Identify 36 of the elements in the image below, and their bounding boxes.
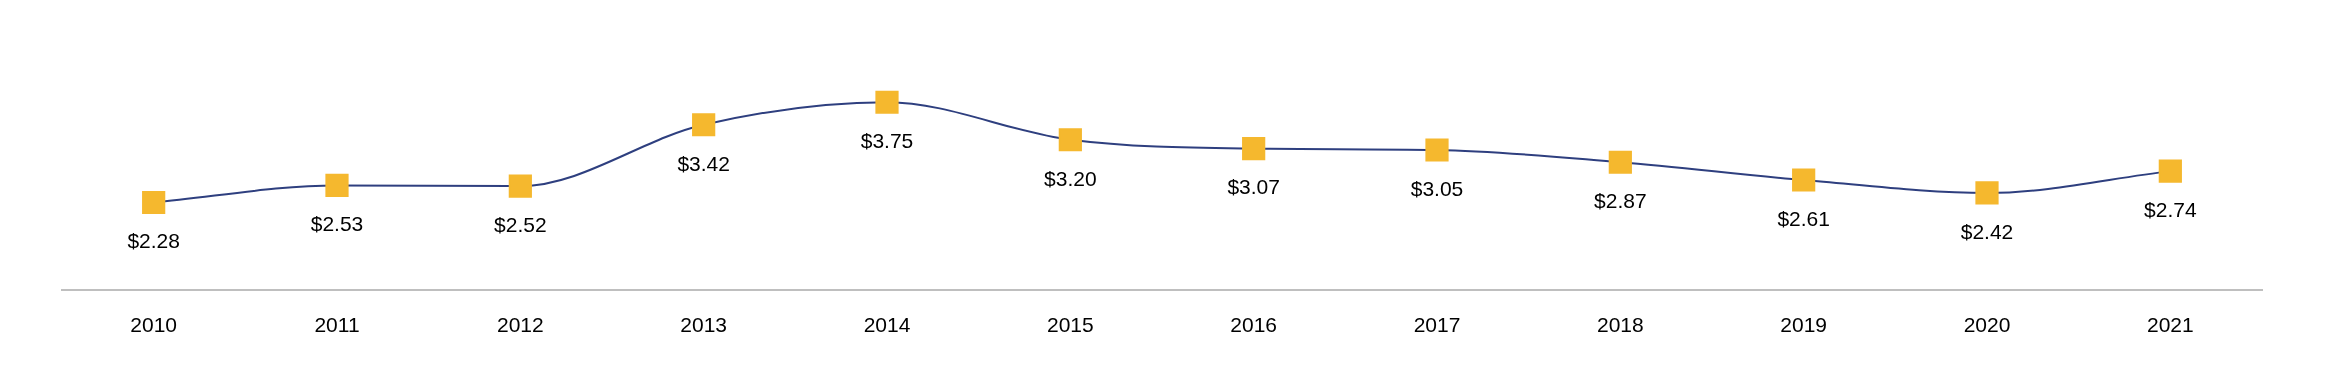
- x-tick-label: 2010: [130, 313, 178, 337]
- point: [1975, 181, 1999, 205]
- data-label: $2.87: [1594, 189, 1647, 213]
- point: [1242, 137, 1266, 161]
- data-label: $3.20: [1044, 166, 1097, 190]
- x-tick-label: 2012: [496, 313, 544, 337]
- data-label: $3.75: [860, 129, 914, 153]
- x-tick-label: 2015: [1046, 313, 1094, 337]
- x-tick-label: 2014: [863, 313, 911, 337]
- point: [692, 113, 716, 137]
- data-label: $2.53: [310, 212, 364, 236]
- point: [1608, 150, 1632, 174]
- point: [142, 190, 166, 215]
- point: [1792, 168, 1816, 192]
- data-label: $3.07: [1227, 175, 1280, 199]
- x-tick-label: 2018: [1596, 313, 1644, 337]
- x-tick-label: 2017: [1413, 313, 1461, 337]
- point: [325, 173, 349, 198]
- data-label: $3.05: [1410, 176, 1464, 200]
- data-label: $2.61: [1777, 206, 1830, 230]
- point: [1425, 138, 1449, 162]
- x-tick-label: 2016: [1230, 313, 1278, 337]
- data-label: $2.28: [127, 229, 180, 253]
- x-tick-label: 2011: [314, 313, 360, 337]
- point: [1058, 128, 1082, 152]
- x-tick-label: 2020: [1963, 313, 2011, 337]
- data-label: $2.42: [1960, 219, 2014, 243]
- point: [875, 90, 899, 114]
- data-label: $2.74: [2144, 197, 2197, 221]
- data-label: $2.52: [494, 212, 547, 236]
- point: [2158, 159, 2182, 183]
- point: [508, 174, 532, 198]
- x-tick-label: 2019: [1780, 313, 1828, 337]
- x-tick-label: 2021: [2146, 313, 2194, 337]
- data-label: $3.42: [677, 151, 730, 175]
- x-tick-label: 2013: [680, 313, 728, 337]
